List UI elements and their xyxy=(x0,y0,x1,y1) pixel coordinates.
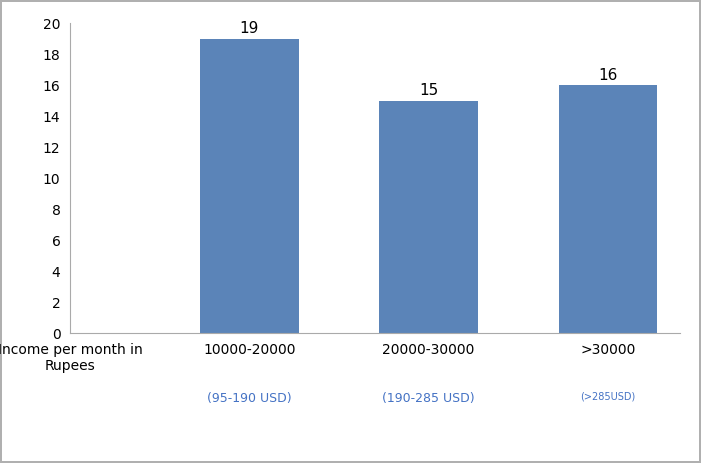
Bar xyxy=(200,39,299,333)
Text: 15: 15 xyxy=(419,83,438,98)
Text: (190-285 USD): (190-285 USD) xyxy=(382,392,475,405)
Bar xyxy=(379,101,478,333)
Text: (95-190 USD): (95-190 USD) xyxy=(207,392,292,405)
Text: (>285USD): (>285USD) xyxy=(580,392,635,402)
Text: 19: 19 xyxy=(240,21,259,36)
Bar xyxy=(559,85,657,333)
Text: 16: 16 xyxy=(598,68,618,83)
